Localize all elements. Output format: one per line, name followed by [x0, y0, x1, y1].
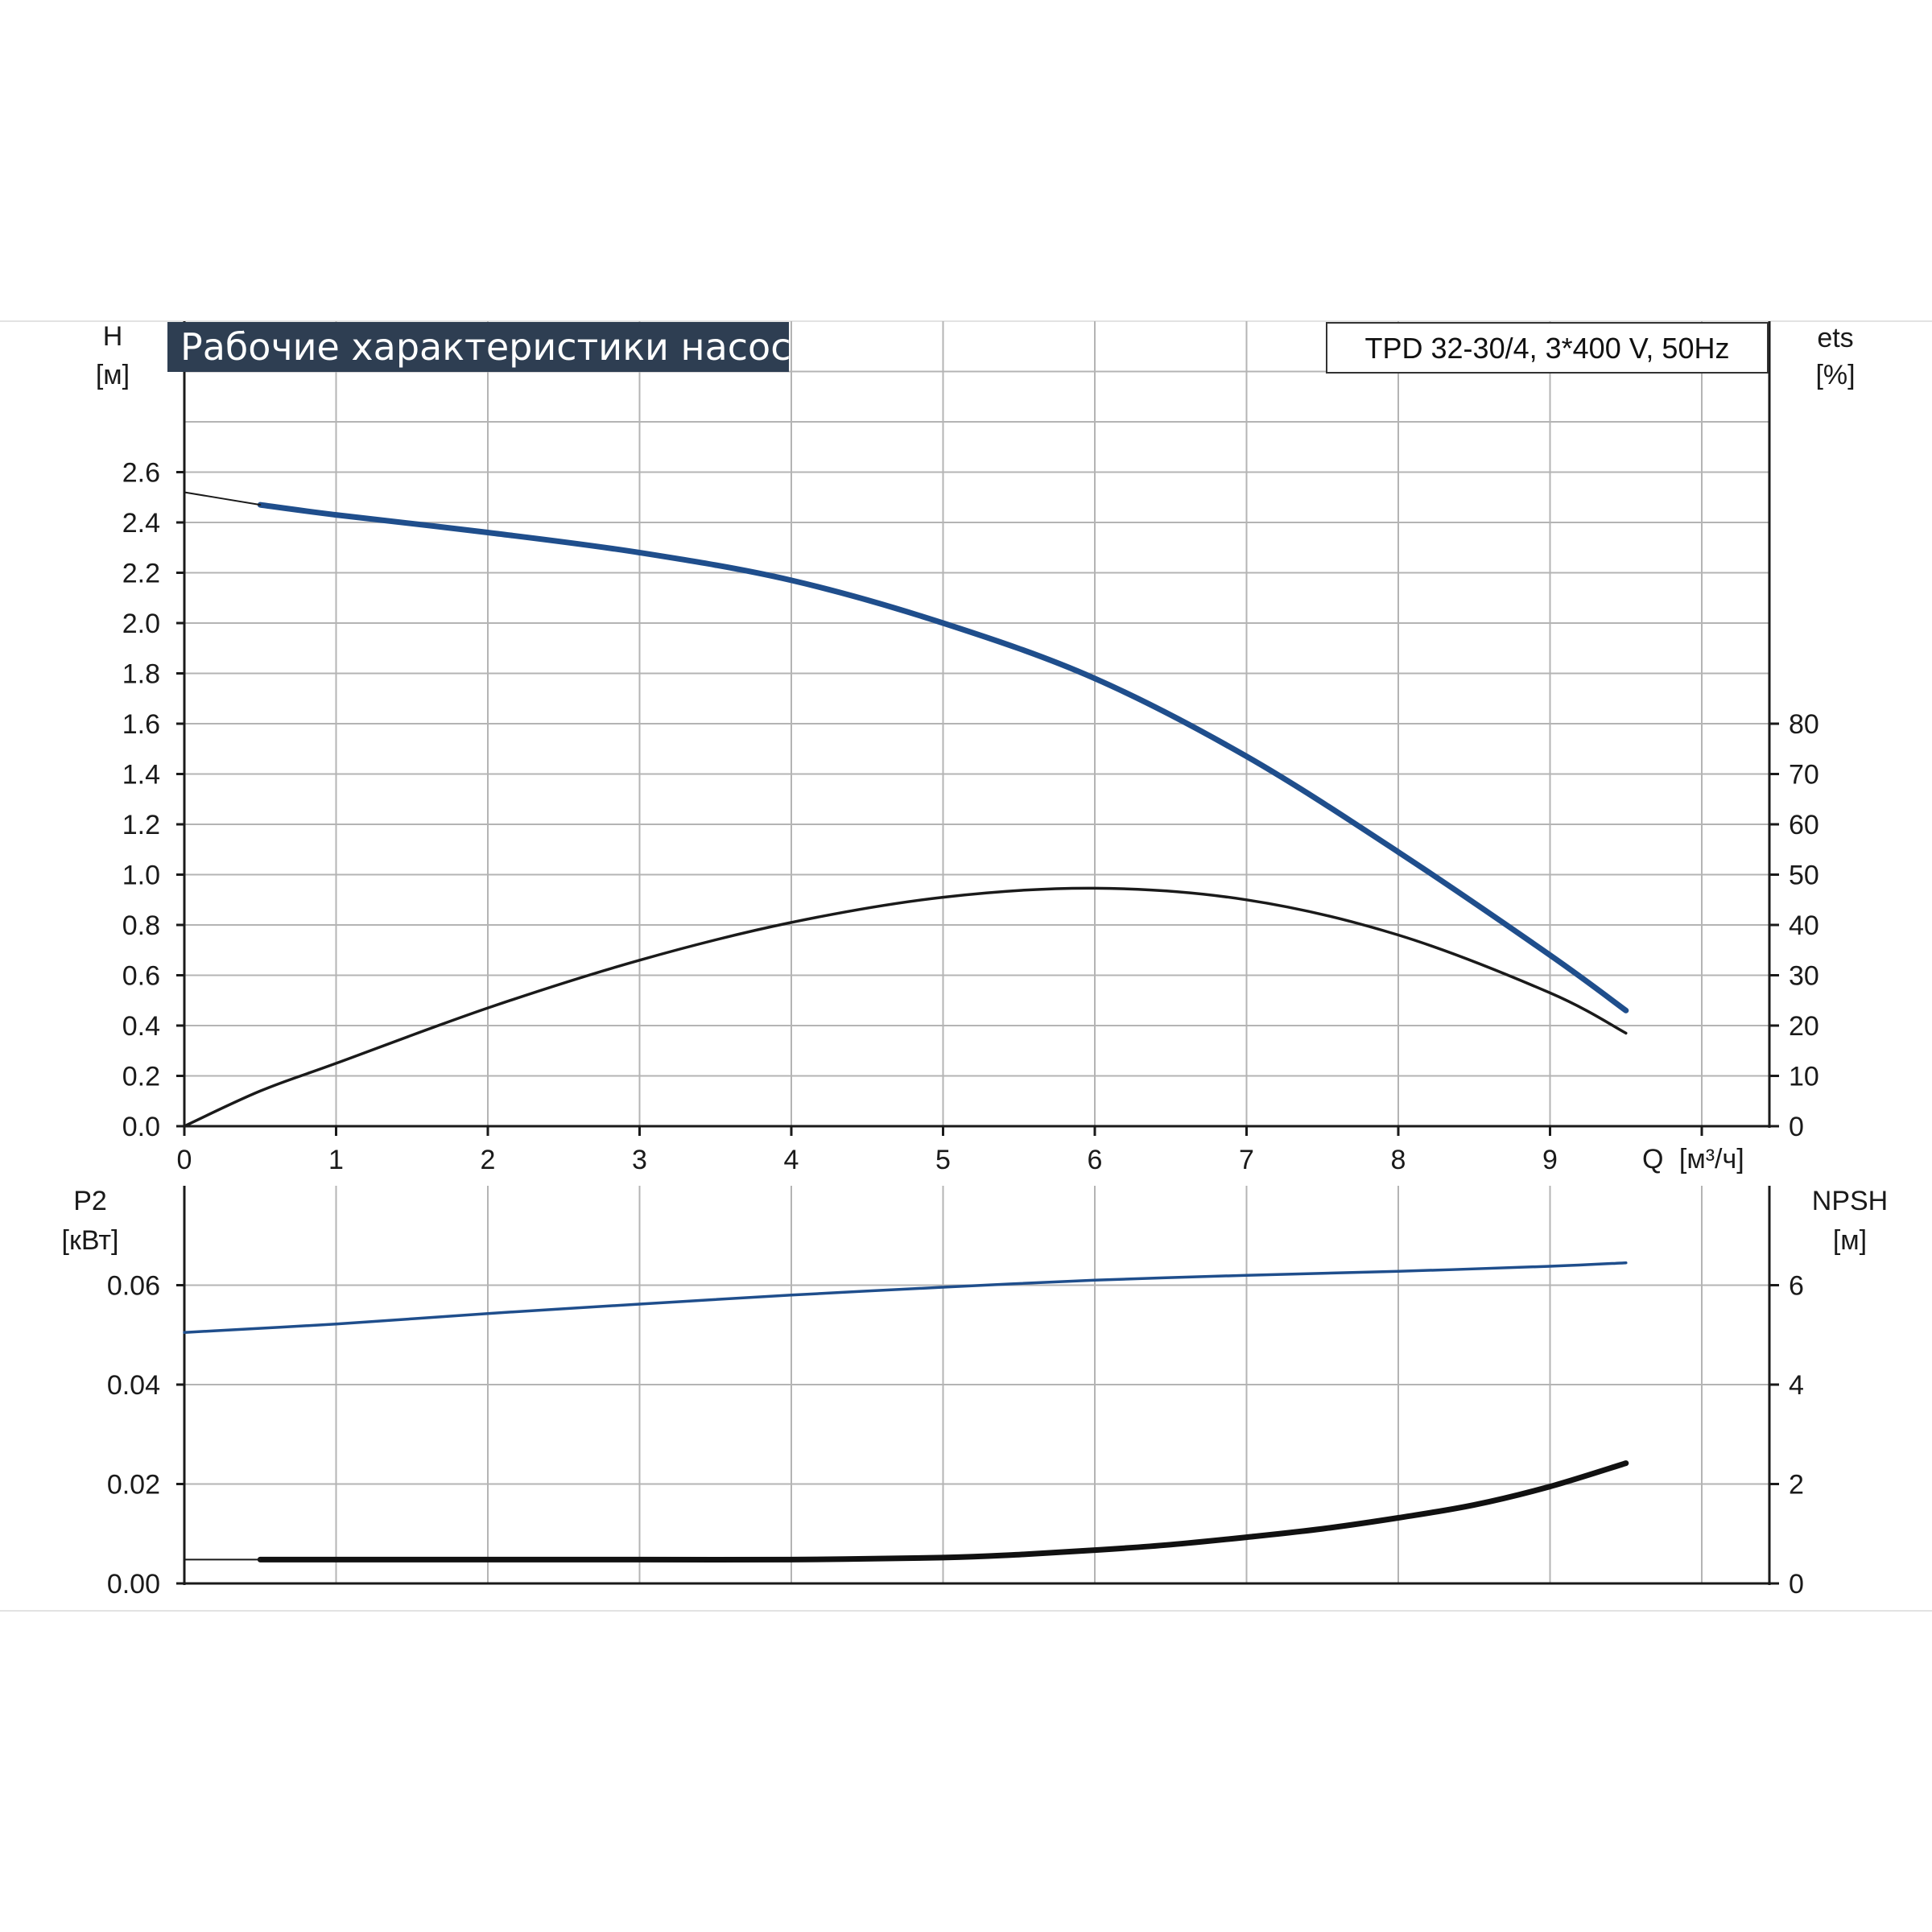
- top-left-tick-label: 2.4: [122, 508, 160, 539]
- x-tick-label: 4: [784, 1145, 799, 1175]
- top-chart-series: [183, 491, 1629, 1128]
- top-left-tick-label: 1.4: [122, 760, 160, 791]
- x-tick-label: 1: [328, 1145, 344, 1175]
- x-tick-label: 5: [935, 1145, 951, 1175]
- top-left-tick-label: 2.6: [122, 458, 160, 489]
- x-tick-label: 7: [1239, 1145, 1254, 1175]
- top-right-tick-label: 50: [1789, 861, 1819, 891]
- p2-curve: [183, 1261, 1628, 1334]
- chart-title: Рабочие характеристики насоса: [180, 325, 814, 369]
- top-right-tick-label: 40: [1789, 910, 1819, 941]
- bottom-left-tick-label: 0.06: [107, 1271, 160, 1302]
- top-left-tick-label: 1.8: [122, 659, 160, 690]
- h-axis-unit: [м]: [96, 360, 130, 390]
- top-left-tick-label: 1.0: [122, 861, 160, 891]
- model-label-box: [1326, 322, 1769, 374]
- top-left-tick-label: 2.2: [122, 559, 160, 589]
- ets-axis-label: ets: [1817, 323, 1853, 353]
- top-left-tick-label: 0.2: [122, 1062, 160, 1092]
- top-right-tick-label: 80: [1789, 709, 1819, 740]
- top-right-tick-label: 20: [1789, 1011, 1819, 1042]
- bottom-chart-series: [183, 1261, 1629, 1563]
- p2-axis-unit: [кВт]: [62, 1225, 119, 1256]
- h-extrapolated-curve: [184, 491, 262, 506]
- x-tick-label: 6: [1088, 1145, 1103, 1175]
- x-tick-label: 0: [177, 1145, 192, 1175]
- top-right-tick-label: 60: [1789, 810, 1819, 840]
- bottom-right-tick-label: 2: [1789, 1470, 1804, 1501]
- q-axis-name: Q: [1642, 1144, 1663, 1174]
- top-chart-ticks: 0.0 0.2 0.4 0.6 0.8 1.0 1.2 1.4 1.6 1.8 2.0 2.2 2.4 2…: [122, 458, 1819, 1176]
- h-curve: [257, 502, 1629, 1013]
- h-axis-label: H: [103, 321, 123, 352]
- bottom-left-tick-label: 0.04: [107, 1370, 160, 1401]
- top-left-tick-label: 0.4: [122, 1011, 160, 1042]
- top-right-tick-label: 0: [1789, 1112, 1804, 1142]
- top-left-tick-label: 1.6: [122, 709, 160, 740]
- x-tick-label: 2: [481, 1145, 496, 1175]
- p2-axis-label: P2: [73, 1186, 107, 1216]
- x-tick-label: 9: [1542, 1145, 1558, 1175]
- top-right-tick-label: 30: [1789, 961, 1819, 992]
- top-right-tick-label: 10: [1789, 1062, 1819, 1092]
- q-axis-label: Q [м³/ч]: [1642, 1144, 1744, 1174]
- q-axis-unit: [м³/ч]: [1679, 1144, 1744, 1174]
- npsh-axis-unit: [м]: [1833, 1225, 1867, 1256]
- chart-title-box: [167, 322, 789, 372]
- top-right-tick-label: 70: [1789, 760, 1819, 791]
- top-left-tick-label: 1.2: [122, 810, 160, 840]
- x-tick-label: 8: [1391, 1145, 1406, 1175]
- ets-axis-unit: [%]: [1815, 360, 1855, 390]
- top-left-tick-label: 0.8: [122, 910, 160, 941]
- bottom-right-tick-label: 6: [1789, 1271, 1804, 1302]
- top-left-tick-label: 2.0: [122, 609, 160, 639]
- bottom-chart-ticks: 0.00 0.02 0.04 0.06 0 2 4 6: [107, 1271, 1804, 1600]
- x-tick-label: 3: [632, 1145, 647, 1175]
- bottom-chart-grid: [183, 1186, 1771, 1585]
- bottom-right-tick-label: 4: [1789, 1370, 1804, 1401]
- npsh-curve: [257, 1460, 1629, 1563]
- bottom-left-tick-label: 0.02: [107, 1470, 160, 1501]
- top-chart-grid: [183, 321, 1771, 1128]
- npsh-axis-label: NPSH: [1812, 1186, 1888, 1216]
- bottom-left-tick-label: 0.00: [107, 1569, 160, 1600]
- bottom-right-tick-label: 0: [1789, 1569, 1804, 1600]
- ets-curve: [183, 886, 1628, 1128]
- top-left-tick-label: 0.0: [122, 1112, 160, 1142]
- top-left-tick-label: 0.6: [122, 961, 160, 992]
- model-label: TPD 32-30/4, 3*400 V, 50Hz: [1365, 332, 1730, 365]
